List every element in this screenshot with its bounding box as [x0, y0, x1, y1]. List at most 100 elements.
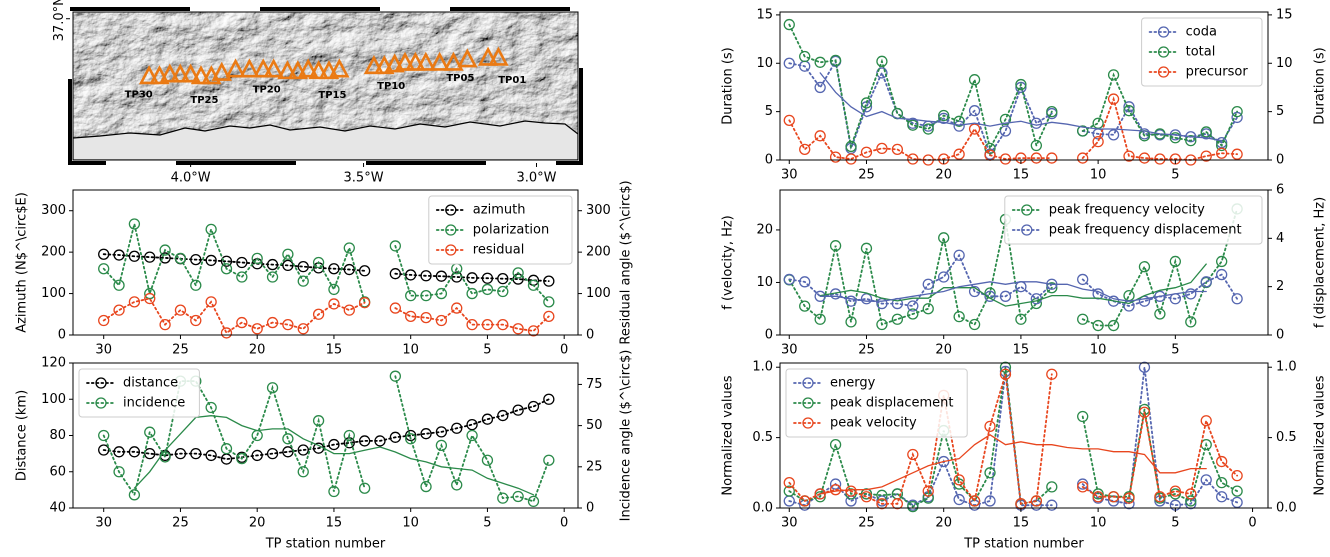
x-tick-label: 30: [781, 168, 798, 183]
y2-tick-label: 1.0: [1276, 360, 1297, 375]
x-tick-label: 10: [1090, 168, 1107, 183]
y-tick-label: 120: [41, 356, 66, 371]
y-axis-label: f (velocity, Hz): [721, 215, 736, 310]
y2-tick-label: 0: [1276, 153, 1284, 168]
y2-tick-label: 0.0: [1276, 501, 1297, 516]
legend-label: incidence: [123, 396, 185, 411]
y2-tick-label: 25: [586, 459, 603, 474]
x-tick-label: 25: [858, 343, 875, 358]
y2-tick-label: 2: [1276, 279, 1284, 294]
y-axis-label: Azimuth (N$^\circ$E): [15, 192, 30, 333]
legend-label: precursor: [1186, 65, 1249, 80]
legend: coda total precursor: [1142, 18, 1262, 86]
data-point: [544, 297, 554, 307]
y2-tick-label: 300: [586, 203, 611, 218]
x-tick-label: 5: [483, 516, 491, 531]
y-axis-label: Distance (km): [15, 390, 30, 481]
x-tick-label: 15: [1013, 516, 1030, 531]
data-point: [528, 496, 538, 506]
y-tick-label: 0: [765, 153, 773, 168]
y2-tick-label: 200: [586, 245, 611, 260]
legend-label: peak displacement: [830, 396, 954, 411]
y-tick-label: 300: [41, 203, 66, 218]
x-tick-label: 5: [1171, 516, 1179, 531]
y2-tick-label: 0: [1276, 328, 1284, 343]
station-label: TP15: [318, 90, 346, 101]
x-tick-label: 30: [781, 516, 798, 531]
data-point: [221, 328, 231, 338]
x-tick-label: 0: [560, 516, 568, 531]
y-tick-label: 5: [765, 104, 773, 119]
data-point: [892, 314, 902, 324]
x-axis-label: TP station number: [963, 537, 1084, 552]
x-tick-label: 20: [935, 516, 952, 531]
data-point: [1000, 126, 1010, 136]
x-tick-label: 15: [1013, 343, 1030, 358]
data-point: [283, 249, 293, 259]
data-point: [467, 431, 477, 441]
y2-axis-label: f (displacement, Hz): [1313, 197, 1328, 328]
data-point: [954, 495, 964, 505]
x-tick-label: 0: [1248, 516, 1256, 531]
data-point: [815, 82, 825, 92]
y-tick-label: 15: [756, 7, 773, 22]
y-axis-label: Duration (s): [721, 47, 736, 125]
x-axis-label: TP station number: [265, 537, 386, 552]
y2-tick-label: 5: [1276, 104, 1284, 119]
legend-label: polarization: [473, 223, 549, 238]
y2-tick-label: 0: [586, 328, 594, 343]
data-point: [970, 124, 980, 134]
y-tick-label: 200: [41, 245, 66, 260]
x-tick-label: 15: [326, 516, 343, 531]
figure: TP30TP25TP20TP15TP10TP05TP014.0°W3.5°W3.…: [0, 0, 1330, 557]
legend-label: peak frequency velocity: [1049, 203, 1205, 218]
y2-tick-label: 75: [586, 377, 603, 392]
y-tick-label: 80: [49, 428, 66, 443]
y-tick-label: 60: [49, 464, 66, 479]
series-line: [104, 299, 549, 333]
x-tick-label: 25: [858, 516, 875, 531]
x-tick-label: 10: [402, 516, 419, 531]
station-label: TP10: [377, 81, 405, 92]
y2-tick-label: 10: [1276, 56, 1293, 71]
station-label: TP25: [190, 95, 218, 106]
x-tick-label: 5: [483, 343, 491, 358]
data-point: [329, 284, 339, 294]
x-tick-label: 20: [249, 516, 266, 531]
x-tick-label: 5: [1171, 168, 1179, 183]
x-tick-label: 30: [95, 516, 112, 531]
data-point: [482, 455, 492, 465]
x-tick-label: 25: [858, 168, 875, 183]
x-tick-label: 20: [935, 343, 952, 358]
x-tick-label: 15: [1013, 168, 1030, 183]
legend: distance incidence: [79, 369, 199, 417]
x-tick-label: 3.0°W: [516, 171, 556, 186]
legend: energypeak displacementpeak velocity: [786, 369, 967, 437]
x-tick-label: 20: [249, 343, 266, 358]
y-tick-label: 10: [756, 56, 773, 71]
station-label: TP05: [446, 73, 474, 84]
y2-tick-label: 100: [586, 286, 611, 301]
legend-label: coda: [1186, 25, 1217, 40]
station-label: TP01: [498, 75, 526, 86]
y2-tick-label: 0: [586, 501, 594, 516]
y2-tick-label: 15: [1276, 7, 1293, 22]
y-axis-label: Normalized values: [721, 375, 736, 495]
y-tick-label: 0.5: [752, 430, 773, 445]
legend-label: residual: [473, 243, 525, 258]
y-tick-label: 20: [756, 222, 773, 237]
y2-axis-label: Normalized values: [1313, 375, 1328, 495]
map-background: [73, 12, 578, 160]
legend-label: peak velocity: [830, 416, 917, 431]
data-point: [1093, 137, 1103, 147]
legend: peak frequency velocitypeak frequency di…: [1005, 196, 1262, 244]
y2-tick-label: 0.5: [1276, 430, 1297, 445]
legend-label: distance: [123, 376, 178, 391]
legend-label: total: [1186, 45, 1216, 60]
y-tick-label: 100: [41, 392, 66, 407]
y2-axis-label: Duration (s): [1313, 47, 1328, 125]
y2-axis-label: Incidence angle ($^\circ$): [619, 350, 634, 522]
y-tick-label: 10: [756, 275, 773, 290]
y2-axis-label: Residual angle ($^\circ$): [619, 180, 634, 344]
page: {"chart_data": [ {"type": "map", "xlim":…: [0, 0, 1330, 557]
